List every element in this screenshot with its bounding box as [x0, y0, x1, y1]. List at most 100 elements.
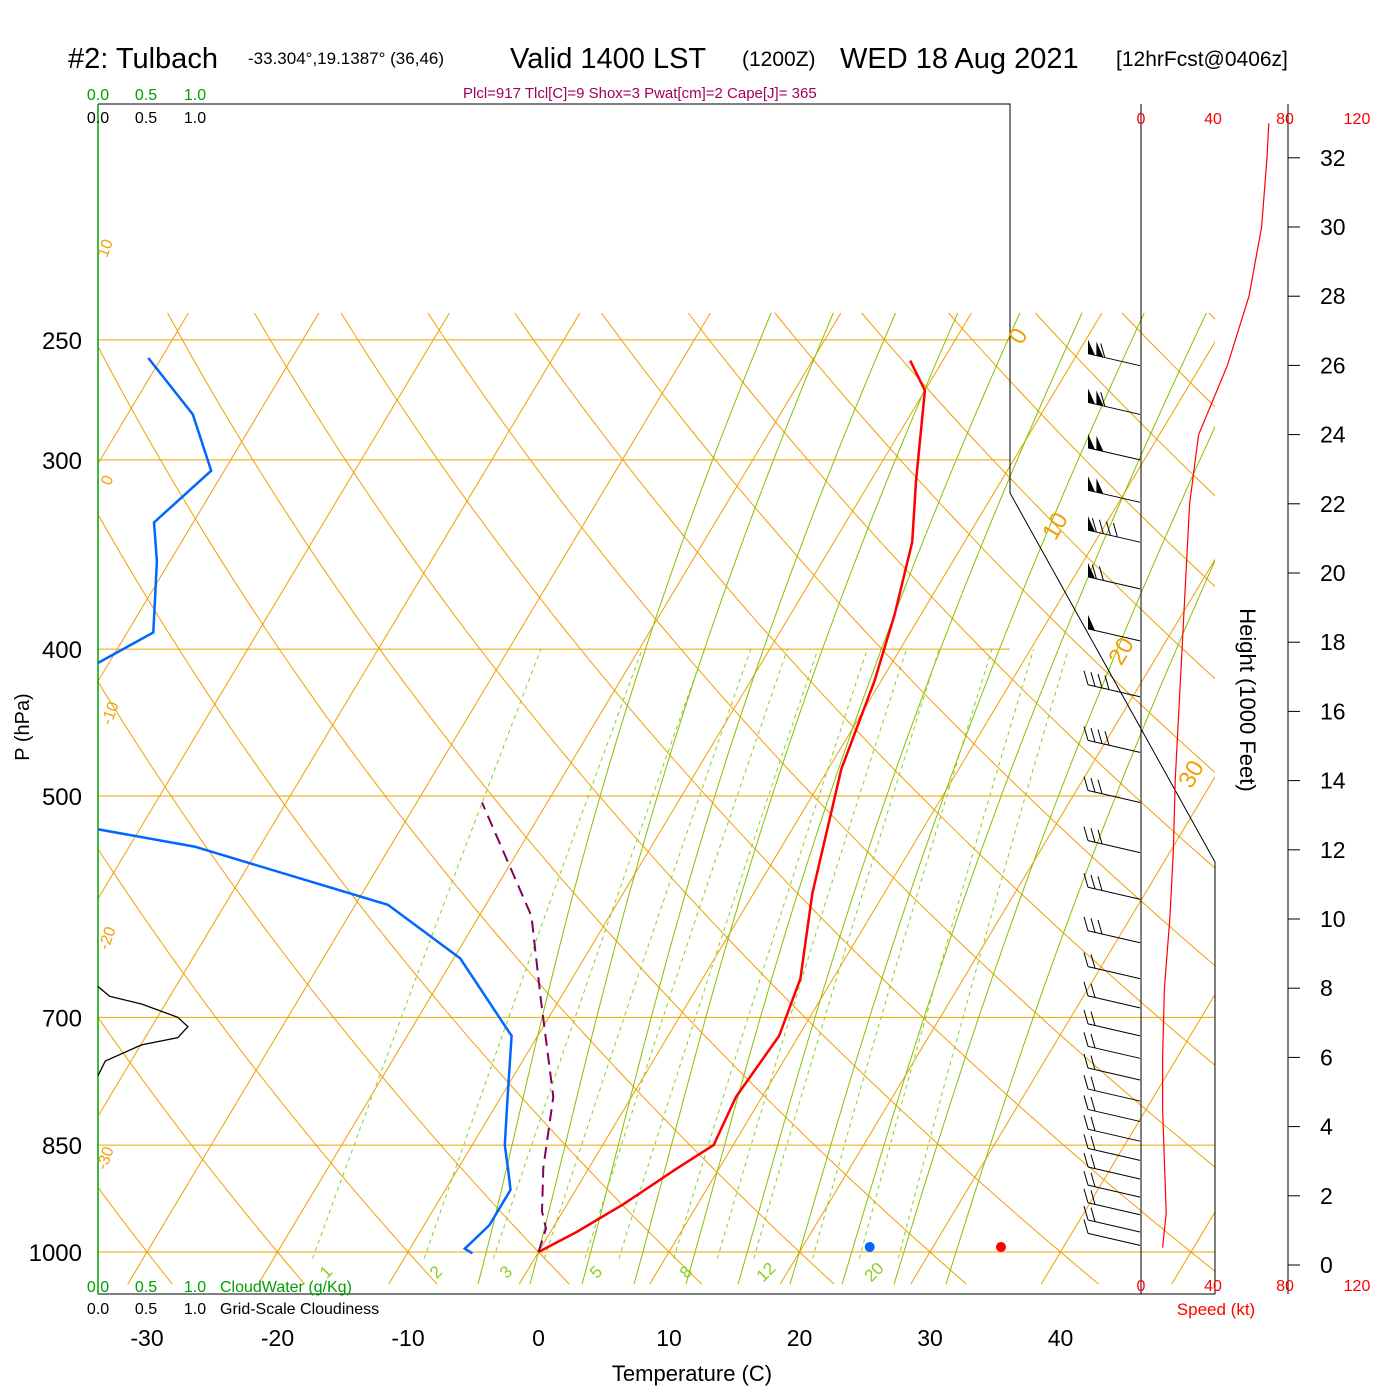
- wind-barb-flag: [1088, 516, 1095, 532]
- wind-barb-tick: [1083, 1188, 1089, 1203]
- wind-barb-tick: [1083, 916, 1089, 931]
- wind-barb: [1083, 1053, 1141, 1081]
- wind-barb: [1083, 952, 1141, 980]
- wind-barb-staff: [1087, 966, 1141, 980]
- cloudiness-label: Grid-Scale Cloudiness: [220, 1301, 379, 1318]
- mixing-ratio-line: [858, 648, 1035, 1259]
- wind-barb-staff: [1087, 1184, 1141, 1198]
- cloudiness-profile: [97, 986, 189, 1076]
- wind-barb-tick: [1100, 343, 1106, 358]
- wind-barb-flag: [1096, 390, 1104, 406]
- wind-speed-axis-label: Speed (kt): [1177, 1300, 1255, 1319]
- wind-barb: [1083, 1095, 1141, 1122]
- moist-adiabat-line: [633, 312, 959, 1285]
- mixing-ratio-label: 12: [753, 1259, 780, 1286]
- wind-barb-tick: [1090, 1207, 1096, 1222]
- wind-barb: [1087, 388, 1141, 415]
- height-axis-label: Height (1000 Feet): [1235, 608, 1260, 791]
- dry-adiabat-line: [253, 312, 1100, 1285]
- wind-barb-tick: [1104, 675, 1110, 690]
- wind-barb-tick: [1090, 1076, 1096, 1091]
- mixing-ratio-label: 20: [861, 1259, 888, 1286]
- isotherm-line: [388, 312, 972, 1285]
- stability-indices: Plcl=917 Tlcl[C]=9 Shox=3 Pwat[cm]=2 Cap…: [463, 85, 817, 102]
- wind-barb-tick: [1090, 1116, 1096, 1131]
- wind-speed-tick: 0: [1137, 1278, 1146, 1295]
- wind-barb-tick: [1090, 954, 1096, 969]
- cloud-scale-tick: 0.0: [87, 110, 109, 127]
- wind-barb: [1083, 1115, 1141, 1142]
- wind-speed-tick: 0: [1137, 111, 1146, 128]
- pressure-tick-label: 500: [42, 784, 82, 811]
- wind-barb-tick: [1104, 731, 1110, 746]
- height-tick-label: 28: [1320, 283, 1346, 309]
- wind-barb: [1087, 516, 1141, 543]
- plot-frame: [97, 103, 1216, 1295]
- cloud-scale-tick: 0.0: [87, 87, 109, 104]
- cloud-scale-tick: 1.0: [184, 1279, 206, 1296]
- wind-barb-flag: [1096, 341, 1104, 358]
- wind-barb-tick: [1097, 673, 1103, 689]
- height-tick-label: 18: [1320, 629, 1346, 655]
- isobar-grid: [98, 339, 1215, 1253]
- isotherm-label: -10: [99, 700, 123, 728]
- wind-barb-staff: [1087, 1067, 1141, 1081]
- wind-barb-tick: [1091, 564, 1097, 579]
- wind-barb-flag: [1096, 435, 1104, 452]
- dry-adiabat-line: [98, 513, 703, 1285]
- wind-barb-tick: [1083, 1053, 1089, 1069]
- wind-barb: [1087, 614, 1141, 642]
- wind-barb: [1083, 670, 1141, 698]
- pressure-tick-label: 250: [42, 328, 82, 355]
- wind-barb-tick: [1083, 1219, 1089, 1234]
- wind-barb-tick: [1090, 777, 1096, 793]
- wind-barb-staff: [1087, 353, 1141, 367]
- wind-barb-tick: [1083, 1152, 1089, 1168]
- wind-barb-tick: [1083, 726, 1089, 741]
- height-tick-label: 0: [1320, 1252, 1333, 1278]
- wind-barb-staff: [1087, 576, 1141, 590]
- wind-barb: [1083, 1009, 1141, 1037]
- mixing-ratio-line: [897, 648, 1069, 1259]
- moist-adiabat-line: [581, 312, 896, 1285]
- wind-barb-staff: [1087, 401, 1141, 415]
- pressure-tick-label: 850: [42, 1133, 82, 1160]
- wind-barb-tick: [1097, 919, 1103, 935]
- wind-barb-staff: [1087, 1202, 1141, 1216]
- mixing-ratio-line: [312, 648, 542, 1259]
- wind-barb-staff: [1087, 1088, 1141, 1102]
- wind-barb-staff: [1087, 1166, 1141, 1180]
- wind-speed-tick: 40: [1204, 111, 1222, 128]
- wind-barb-tick: [1090, 1172, 1096, 1187]
- wind-barb-tick: [1097, 829, 1103, 845]
- wind-barb: [1087, 433, 1141, 461]
- sounding-profiles: [98, 357, 927, 1255]
- chart-title-station: #2: Tulbach: [68, 43, 218, 75]
- wind-barb-tick: [1098, 566, 1104, 581]
- wind-barb-tick: [1083, 873, 1089, 888]
- wind-barb: [1083, 726, 1141, 753]
- wind-barb: [1083, 1134, 1141, 1161]
- height-tick-label: 26: [1320, 352, 1346, 378]
- wind-speed-tick: 80: [1276, 111, 1294, 128]
- height-tick-label: 10: [1320, 906, 1346, 932]
- moist-adiabat-line: [529, 312, 834, 1285]
- wind-barb: [1083, 1188, 1141, 1216]
- chart-title-valid: Valid 1400 LST: [510, 43, 706, 75]
- wind-barb-staff: [1087, 886, 1141, 900]
- isotherm-label: -20: [96, 925, 120, 953]
- dry-adiabat-line: [98, 1016, 306, 1285]
- wind-barb-tick: [1112, 522, 1118, 538]
- wind-barb-staff: [1087, 1128, 1141, 1142]
- cloud-scale-tick: 0.5: [135, 1279, 157, 1296]
- temperature-tick-label: -10: [391, 1325, 424, 1351]
- mixing-ratio-label: 5: [586, 1262, 606, 1282]
- wind-barb-tick: [1090, 1190, 1096, 1205]
- dry-adiabat-line: [340, 312, 1215, 1272]
- wind-barb-staff: [1087, 1147, 1141, 1161]
- wind-barb-tick: [1083, 1095, 1089, 1110]
- chart-title-coords: -33.304°,19.1387° (36,46): [248, 49, 444, 68]
- wind-barb-tick: [1090, 983, 1096, 998]
- pressure-tick-label: 700: [42, 1005, 82, 1032]
